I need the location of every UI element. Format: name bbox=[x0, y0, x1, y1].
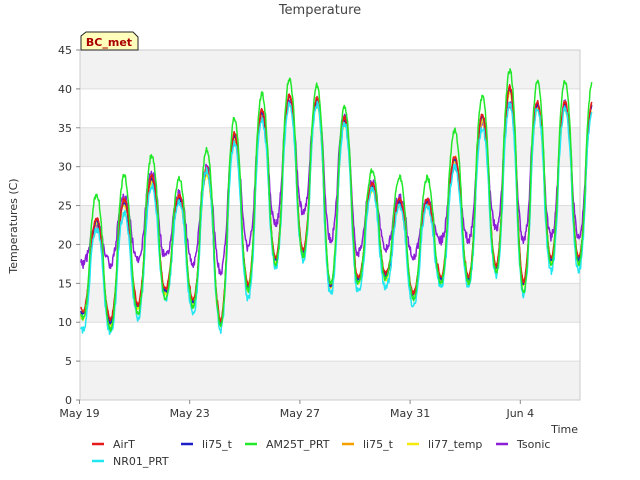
y-tick-label: 15 bbox=[58, 277, 72, 290]
y-tick-label: 5 bbox=[65, 355, 72, 368]
series-line-am25t-prt bbox=[80, 68, 593, 332]
legend-item: li77_temp bbox=[407, 438, 482, 451]
legend-label: AirT bbox=[113, 438, 135, 451]
chart-title: Temperature bbox=[278, 3, 361, 18]
legend-item: AM25T_PRT bbox=[245, 438, 330, 451]
plot-frame bbox=[79, 49, 581, 401]
y-tick-label: 30 bbox=[58, 161, 72, 174]
x-tick-label: May 23 bbox=[170, 407, 210, 420]
legend-item: Tsonic bbox=[496, 438, 550, 451]
y-tick-label: 0 bbox=[65, 394, 72, 407]
y-tick-label: 40 bbox=[58, 83, 72, 96]
legend-label: li77_temp bbox=[428, 438, 482, 451]
legend-label: NR01_PRT bbox=[113, 455, 169, 468]
x-tick-label: May 31 bbox=[390, 407, 430, 420]
grid-bands bbox=[80, 50, 580, 400]
plot-area bbox=[79, 49, 593, 401]
legend-label: li75_t bbox=[202, 438, 233, 451]
x-axis: May 19 May 23 May 27 May 31 Jun 4 bbox=[59, 400, 534, 420]
y-tick-label: 10 bbox=[58, 316, 72, 329]
legend-label: li75_t bbox=[363, 438, 394, 451]
y-tick-label: 45 bbox=[58, 44, 72, 57]
legend-item: AirT bbox=[92, 438, 135, 451]
legend-label: AM25T_PRT bbox=[266, 438, 330, 451]
x-tick-label: May 27 bbox=[280, 407, 320, 420]
legend-label: Tsonic bbox=[516, 438, 550, 451]
x-tick-label: May 19 bbox=[59, 407, 99, 420]
grid-band bbox=[80, 50, 580, 89]
grid-band bbox=[80, 361, 580, 400]
legend-item: NR01_PRT bbox=[92, 455, 169, 468]
legend-item: li75_t bbox=[181, 438, 233, 451]
y-tick-label: 35 bbox=[58, 122, 72, 135]
legend: AirT li75_t AM25T_PRT li75_t li77_temp Tsonic… bbox=[92, 438, 550, 468]
legend-item: li75_t bbox=[342, 438, 394, 451]
station-badge: BC_met bbox=[80, 31, 139, 51]
x-axis-label: Time bbox=[550, 423, 578, 436]
grid-band bbox=[80, 127, 580, 167]
y-axis: 0 5 10 15 20 25 30 35 40 45 bbox=[58, 44, 80, 407]
y-tick-label: 25 bbox=[58, 200, 72, 213]
station-badge-label: BC_met bbox=[86, 36, 132, 49]
x-tick-label: Jun 4 bbox=[505, 407, 534, 420]
y-tick-label: 20 bbox=[58, 238, 72, 251]
series-lines bbox=[80, 68, 593, 336]
y-axis-label: Temperatures (C) bbox=[7, 178, 20, 274]
